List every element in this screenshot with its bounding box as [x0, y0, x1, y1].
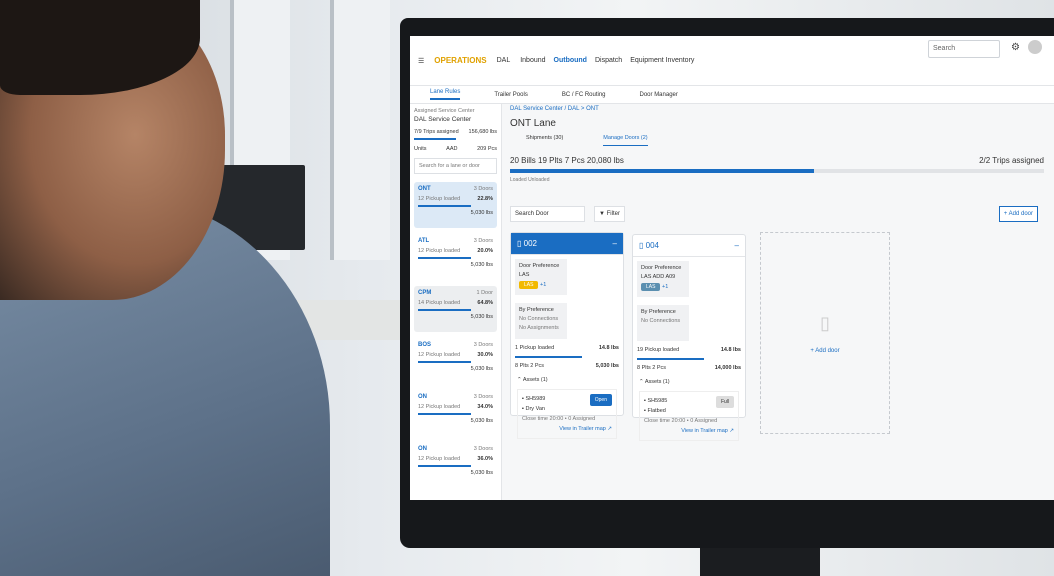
assets-toggle[interactable]: ⌃ Assets (1) [517, 377, 548, 383]
tab-trailer-pools[interactable]: Trailer Pools [494, 91, 528, 98]
add-door-link[interactable]: + Add door [810, 347, 840, 354]
door-tag: LAS [641, 283, 661, 291]
weight-stat: 156,680 lbs [468, 129, 497, 135]
lane-code: CPM [418, 290, 432, 296]
trips-assigned: 2/2 Trips assigned [979, 156, 1044, 165]
asset-status-badge: Open [589, 394, 612, 406]
lane-weight: 5,030 lbs [470, 418, 493, 424]
app-logo[interactable]: OPERATIONS [434, 56, 487, 65]
lane-sub: 14 Pickup loaded [418, 300, 461, 306]
lane-progress-bar [510, 169, 815, 173]
location-selector[interactable]: DAL [496, 57, 511, 64]
add-door-button[interactable]: + Add door [998, 206, 1038, 222]
sidebar-lane-item[interactable]: BOS 3 Doors 12 Pickup loaded 30.0% 5,030 l… [414, 338, 497, 384]
lane-pct: 30.0% [477, 352, 493, 358]
door-search-input[interactable]: Search Door [510, 206, 585, 222]
lane-sub: 12 Pickup loaded [418, 456, 461, 462]
search-input[interactable]: Search [928, 40, 1000, 58]
lane-pct: 64.8% [477, 300, 493, 306]
door-number: 004 [645, 241, 659, 250]
lane-pct: 34.0% [477, 404, 493, 410]
lane-code: ON [418, 394, 427, 400]
window [330, 0, 390, 260]
progress-legend: Loaded Unloaded [510, 177, 550, 183]
nav-outbound[interactable]: Outbound [553, 57, 587, 64]
nav-inbound[interactable]: Inbound [520, 57, 546, 64]
lane-pct: 20.0% [477, 248, 493, 254]
lane-code: ON [418, 446, 427, 452]
door-card[interactable]: ▯ 004– Door Preference LAS ADD A09 LAS +1 B… [632, 234, 746, 441]
nav-dispatch[interactable]: Dispatch [594, 57, 623, 64]
lane-weight: 5,030 lbs [470, 262, 493, 268]
sidebar-lane-item[interactable]: CPM 1 Door 14 Pickup loaded 64.8% 5,030 lb… [414, 286, 497, 332]
tab-routing[interactable]: BC / FC Routing [561, 91, 606, 98]
trips-stat: 7/9 Trips assigned [414, 129, 459, 135]
lane-summary: 20 Bills 19 Plts 7 Pcs 20,080 lbs [510, 156, 624, 165]
breadcrumb[interactable]: DAL Service Center / DAL > ONT [510, 106, 599, 112]
sidebar: Assigned Service Center DAL Service Cent… [410, 104, 502, 500]
door-card[interactable]: ▯ 002– Door Preference LAS LAS +1 By Prefer… [510, 232, 624, 439]
lane-doors: 1 Door [476, 290, 493, 296]
lane-doors: 3 Doors [473, 394, 493, 400]
add-door-placeholder[interactable]: ▯ + Add door [760, 232, 890, 434]
lane-weight: 5,030 lbs [470, 210, 493, 216]
sidebar-lane-item[interactable]: ONT 3 Doors 12 Pickup loaded 22.8% 5,030 l… [414, 182, 497, 228]
lane-sub: 12 Pickup loaded [418, 404, 461, 410]
door-card-header[interactable]: ▯ 004– [633, 235, 745, 257]
main-panel: DAL Service Center / DAL > ONT ONT Lane … [510, 106, 1044, 500]
top-bar: ☰ OPERATIONS DAL Inbound Outbound Dispatch… [410, 36, 1054, 86]
filter-button[interactable]: ▼ Filter [594, 206, 625, 222]
lane-pct: 22.8% [477, 196, 493, 202]
nav-equipment[interactable]: Equipment Inventory [630, 57, 695, 64]
lane-sub: 12 Pickup loaded [418, 196, 461, 202]
door-card-header[interactable]: ▯ 002– [511, 233, 623, 255]
door-icon: ▯ [820, 312, 830, 333]
tab-door-manager[interactable]: Door Manager [639, 91, 678, 98]
lane-doors: 3 Doors [473, 342, 493, 348]
sidebar-lane-item[interactable]: ON 3 Doors 12 Pickup loaded 36.0% 5,030 lb… [414, 442, 497, 488]
page-title: ONT Lane [510, 118, 556, 129]
assets-toggle[interactable]: ⌃ Assets (1) [639, 379, 670, 385]
lane-doors: 3 Doors [473, 186, 493, 192]
lane-code: ONT [418, 186, 431, 192]
lane-search-input[interactable]: Search for a lane or door [414, 158, 497, 174]
door-number: 002 [523, 239, 537, 248]
lane-code: BOS [418, 342, 432, 348]
subtab-shipments[interactable]: Shipments (30) [526, 135, 564, 141]
gear-icon[interactable]: ⚙ [1011, 42, 1020, 53]
lane-pct: 36.0% [477, 456, 493, 462]
main-nav: Inbound Outbound Dispatch Equipment Invento… [520, 57, 702, 64]
view-trailer-map-link[interactable]: View in Trailer map ↗ [681, 428, 734, 434]
lane-sub: 12 Pickup loaded [418, 248, 461, 254]
view-trailer-map-link[interactable]: View in Trailer map ↗ [559, 426, 612, 432]
lane-sub: 12 Pickup loaded [418, 352, 461, 358]
lane-code: ATL [418, 238, 430, 244]
subtab-manage-doors[interactable]: Manage Doors (2) [603, 135, 648, 146]
sidebar-lane-item[interactable]: ON 3 Doors 12 Pickup loaded 34.0% 5,030 lb… [414, 390, 497, 436]
sidebar-title: DAL Service Center [414, 116, 472, 123]
lane-weight: 5,030 lbs [470, 366, 493, 372]
avatar[interactable] [1028, 40, 1042, 54]
lane-weight: 5,030 lbs [470, 470, 493, 476]
lane-doors: 3 Doors [473, 446, 493, 452]
menu-icon[interactable]: ☰ [418, 57, 425, 65]
tabs: Lane Rules Trailer Pools BC / FC Routing… [410, 86, 1054, 104]
lane-weight: 5,030 lbs [470, 314, 493, 320]
tab-lane-rules[interactable]: Lane Rules [430, 89, 461, 100]
monitor-screen: ☰ OPERATIONS DAL Inbound Outbound Dispatch… [410, 36, 1054, 500]
stat-aad: AAD [446, 146, 458, 152]
stat-pcs: 209 Pcs [477, 146, 497, 152]
stat-units: Units [414, 146, 427, 152]
sidebar-subtitle: Assigned Service Center [414, 108, 475, 114]
door-tag: LAS [519, 281, 539, 289]
sidebar-lane-item[interactable]: ATL 3 Doors 12 Pickup loaded 20.0% 5,030 l… [414, 234, 497, 280]
lane-doors: 3 Doors [473, 238, 493, 244]
asset-status-badge: Full [715, 396, 734, 408]
